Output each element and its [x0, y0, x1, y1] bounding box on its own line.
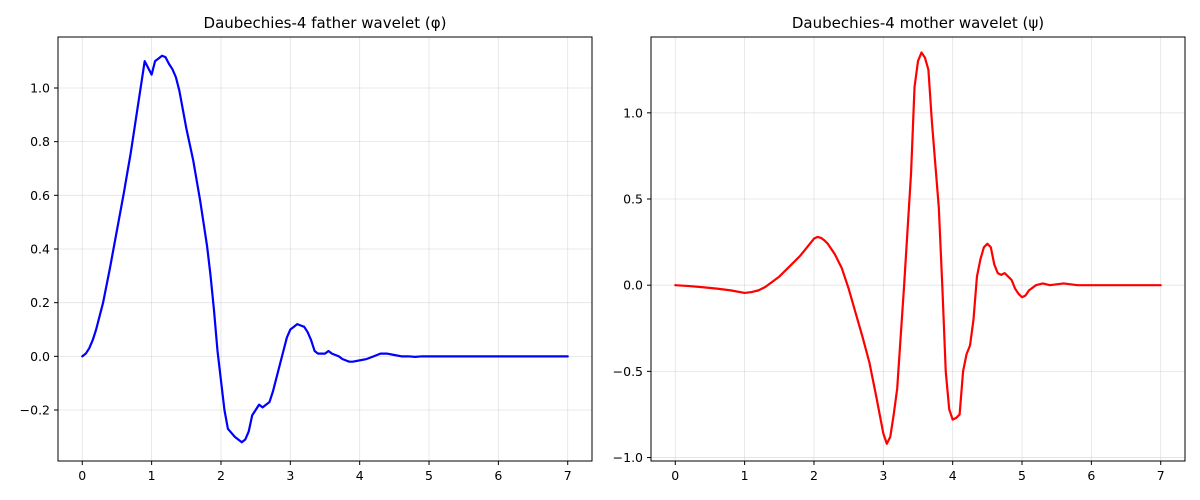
y-tick-label: 0.4 — [30, 242, 50, 257]
x-tick-label: 0 — [671, 468, 679, 483]
y-tick-label: −0.2 — [20, 403, 50, 418]
series-line-1 — [674, 51, 1162, 445]
y-tick-label: 0.8 — [30, 134, 50, 149]
x-tick-label: 3 — [879, 468, 887, 483]
x-tick-label: 1 — [741, 468, 749, 483]
x-tick-label: 5 — [425, 468, 433, 483]
panel-2: 0 1 2 3 4 5 6 7 −1.0 −0.5 0.0 0.5 1.0 Daubechies-4 mo… — [613, 14, 1186, 483]
y-tick-label: 0.2 — [30, 295, 50, 310]
x-tick-label: 2 — [217, 468, 225, 483]
plot-frame — [650, 36, 1186, 462]
y-tick-label: 0.0 — [30, 349, 50, 364]
x-tick-label: 5 — [1018, 468, 1026, 483]
y-tick-label: −0.5 — [613, 364, 643, 379]
y-tick-label: 0.0 — [623, 278, 643, 293]
x-tick-label: 6 — [1087, 468, 1095, 483]
x-tick-label: 7 — [1157, 468, 1165, 483]
series-line-1 — [81, 54, 569, 444]
panel-1: 0 1 2 3 4 5 6 7 −0.2 0.0 0.2 0.4 0.6 0.8 1.0 Daubechies… — [20, 14, 593, 483]
y-tick-label: 1.0 — [623, 105, 643, 120]
chart-title: Daubechies-4 mother wavelet (ψ) — [792, 14, 1044, 32]
x-tick-label: 1 — [148, 468, 156, 483]
chart-title: Daubechies-4 father wavelet (φ) — [204, 14, 447, 32]
x-tick-label: 2 — [810, 468, 818, 483]
y-tick-label: 0.5 — [623, 192, 643, 207]
x-tick-label: 6 — [494, 468, 502, 483]
y-tick-label: 1.0 — [30, 80, 50, 95]
x-tick-label: 4 — [949, 468, 957, 483]
x-tick-label: 0 — [78, 468, 86, 483]
x-tick-label: 4 — [356, 468, 364, 483]
x-tick-label: 7 — [564, 468, 572, 483]
x-tick-label: 3 — [286, 468, 294, 483]
y-tick-label: −1.0 — [613, 450, 643, 465]
y-tick-label: 0.6 — [30, 188, 50, 203]
